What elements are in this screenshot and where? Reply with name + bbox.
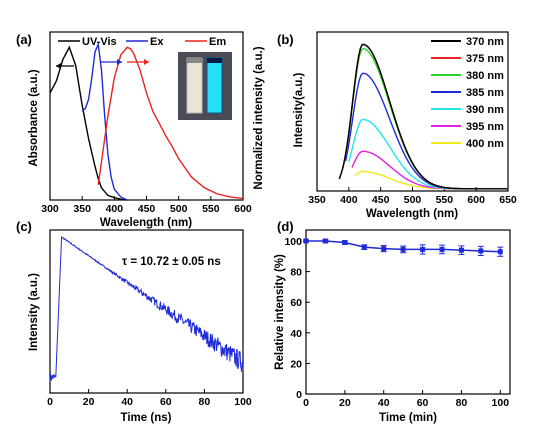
panel-b-legend-label: 380 nm bbox=[466, 70, 504, 82]
panel-b-lines bbox=[338, 43, 508, 190]
panel-d-y-tick-label: 20 bbox=[290, 358, 302, 370]
panel-d-ylabel: Relative intensity (%) bbox=[274, 254, 286, 370]
panel-a-x-tick-label: 300 bbox=[41, 203, 59, 215]
panel-a-x-tick-label: 350 bbox=[73, 203, 91, 215]
panel-b-label: (b) bbox=[277, 32, 294, 47]
panel-c-lines bbox=[49, 235, 244, 382]
panel-c-ylabel: Intensity (a.u.) bbox=[28, 273, 40, 351]
panel-c-x-tick-label: 100 bbox=[234, 396, 252, 408]
panel-d-lines bbox=[303, 238, 504, 257]
panel-d-frame bbox=[305, 229, 511, 395]
panel-d-xlabel: Time (min) bbox=[379, 412, 437, 424]
panel-a-legend-label: Em bbox=[209, 36, 226, 48]
panel-d-data-point bbox=[439, 246, 445, 252]
panel-d: (d) 0 20 40 60 80 100 0 20 40 60 80 100 Relative in… bbox=[274, 219, 511, 424]
panel-d-x-tick-label: 80 bbox=[456, 397, 468, 409]
panel-d-data-point bbox=[303, 238, 309, 244]
panel-a-x-tick-label: 450 bbox=[138, 203, 156, 215]
panel-d-y-tick-label: 40 bbox=[290, 328, 302, 340]
panel-c-x-tick-label: 60 bbox=[160, 396, 172, 408]
panel-a-legend-label: UV-Vis bbox=[82, 36, 117, 48]
panel-d-x-tick-label: 100 bbox=[492, 397, 510, 409]
panel-b-xlabel: Wavelength (nm) bbox=[366, 208, 458, 220]
panel-d-y-tick-label: 0 bbox=[296, 389, 302, 401]
panel-b-legend: 370 nm 375 nm 380 nm 385 nm 390 nm 395 nm 400 … bbox=[431, 36, 504, 150]
panel-b-series-370 bbox=[338, 43, 508, 190]
panel-a-x-ticks: 300 350 400 450 500 550 600 bbox=[41, 196, 252, 215]
panel-d-label: (d) bbox=[277, 219, 294, 234]
panel-c-x-tick-label: 0 bbox=[47, 396, 53, 408]
panel-a-arrows bbox=[56, 59, 149, 69]
panel-d-data-point bbox=[497, 249, 503, 255]
panel-c-x-tick-label: 20 bbox=[83, 396, 95, 408]
panel-d-y-tick-label: 60 bbox=[290, 297, 302, 309]
panel-b-legend-label: 400 nm bbox=[466, 138, 504, 150]
panel-d-y-tick-label: 80 bbox=[290, 267, 302, 279]
panel-c-x-tick-label: 80 bbox=[199, 396, 211, 408]
panel-a-x-tick-label: 400 bbox=[106, 203, 124, 215]
panel-c-xlabel: Time (ns) bbox=[121, 412, 172, 424]
vial-uv bbox=[206, 57, 223, 114]
panel-d-data-point bbox=[458, 247, 464, 253]
panel-a-xlabel: Wavelength (nm) bbox=[100, 217, 192, 229]
panel-b-legend-label: 395 nm bbox=[466, 121, 504, 133]
panel-c-label: (c) bbox=[16, 219, 32, 234]
panel-b-x-tick-label: 650 bbox=[499, 194, 517, 206]
vial-photo bbox=[178, 52, 232, 120]
panel-c: (c) 0 20 40 60 80 100 τ = 10.72 ± 0.05 ns Int… bbox=[16, 219, 252, 424]
panel-d-x-tick-label: 0 bbox=[303, 397, 309, 409]
panel-d-data-point bbox=[420, 246, 426, 252]
vial-daylight bbox=[186, 57, 203, 114]
panel-a-x-tick-label: 600 bbox=[234, 203, 252, 215]
panel-d-x-tick-label: 20 bbox=[339, 397, 351, 409]
panel-a-series-ex bbox=[81, 41, 128, 201]
panel-b-x-tick-label: 550 bbox=[436, 194, 454, 206]
panel-a-ylabel: Absorbance (a.u.) bbox=[28, 69, 40, 166]
panel-d-data-point bbox=[361, 244, 367, 250]
panel-b-series-375 bbox=[338, 43, 508, 190]
panel-a-series-em bbox=[97, 46, 244, 200]
panel-a-x-tick-label: 550 bbox=[202, 203, 220, 215]
panel-d-data-point bbox=[400, 246, 406, 252]
panel-b-x-tick-label: 400 bbox=[340, 194, 358, 206]
panel-c-decay-curve bbox=[49, 235, 244, 382]
panel-c-frame bbox=[49, 229, 244, 394]
panel-b-x-tick-label: 600 bbox=[467, 194, 485, 206]
panel-d-ticks: 0 20 40 60 80 100 0 20 40 60 80 100 bbox=[284, 236, 509, 409]
panel-a-ylabel-right: Normalized intensity (a.u.) bbox=[253, 46, 265, 189]
panel-c-x-ticks: 0 20 40 60 80 100 bbox=[47, 389, 252, 408]
panel-b-ylabel: Intensity(a.u.) bbox=[293, 72, 305, 147]
panel-c-lifetime-annotation: τ = 10.72 ± 0.05 ns bbox=[122, 256, 221, 268]
panel-b-x-tick-label: 500 bbox=[404, 194, 422, 206]
panel-d-y-tick-label: 100 bbox=[284, 236, 302, 248]
panel-d-data-point bbox=[322, 238, 328, 244]
panel-a-x-tick-label: 500 bbox=[170, 203, 188, 215]
panel-b-x-tick-label: 350 bbox=[308, 194, 326, 206]
panel-b-legend-label: 385 nm bbox=[466, 87, 504, 99]
panel-b-legend-label: 375 nm bbox=[466, 53, 504, 65]
panel-d-data-point bbox=[342, 240, 348, 246]
panel-b-x-ticks: 350 400 450 500 550 600 650 bbox=[308, 187, 517, 206]
panel-a-series-uvvis bbox=[49, 45, 128, 201]
panel-a: (a) 300 350 400 450 500 550 600 UV-Vis Ex Em Abs… bbox=[16, 31, 265, 229]
panel-a-legend-label: Ex bbox=[150, 36, 164, 48]
panel-d-x-tick-label: 40 bbox=[378, 397, 390, 409]
panel-d-data-point bbox=[478, 248, 484, 254]
panel-b-legend-label: 390 nm bbox=[466, 104, 504, 116]
panel-c-x-tick-label: 40 bbox=[121, 396, 133, 408]
panel-d-data-point bbox=[381, 246, 387, 252]
panel-d-x-tick-label: 60 bbox=[417, 397, 429, 409]
panel-b-legend-label: 370 nm bbox=[466, 36, 504, 48]
panel-b-x-tick-label: 450 bbox=[372, 194, 390, 206]
panel-a-lines bbox=[49, 41, 244, 201]
panel-b: (b) 350 400 450 500 550 600 650 370 nm 375 nm 38… bbox=[277, 31, 517, 220]
panel-a-label: (a) bbox=[16, 32, 32, 47]
panel-a-legend: UV-Vis Ex Em bbox=[58, 36, 226, 48]
